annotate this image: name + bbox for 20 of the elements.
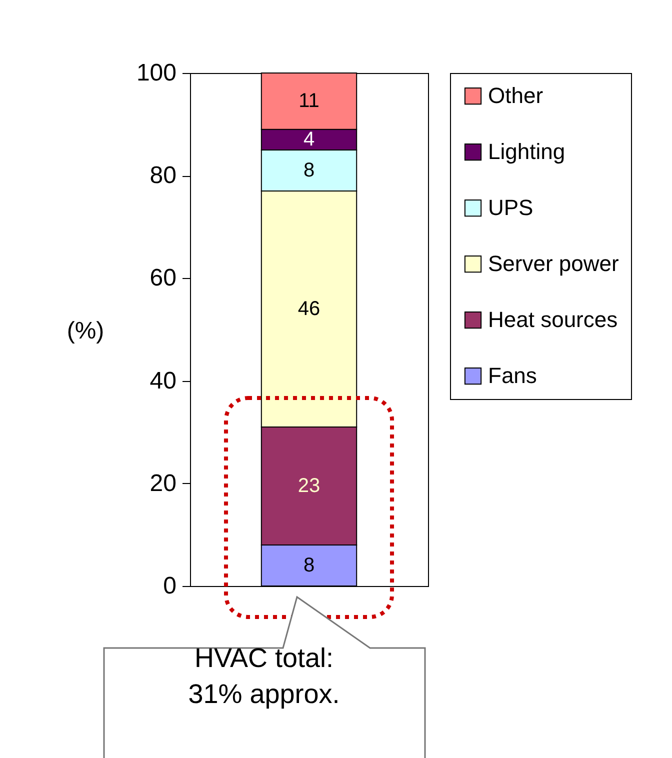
data-label: 8 <box>303 159 315 182</box>
legend-label: Lighting <box>488 139 566 164</box>
data-label: 23 <box>298 474 320 497</box>
data-label: 46 <box>298 298 320 320</box>
legend-label: UPS <box>488 195 534 220</box>
y-axis-title: (%) <box>66 318 104 344</box>
legend-label: Server power <box>488 251 619 276</box>
y-tick-label: 0 <box>163 572 176 600</box>
text: HVAC total: 31% approx. <box>187 642 341 711</box>
y-tick-label: 60 <box>150 264 176 292</box>
legend-label: Fans <box>488 363 537 388</box>
y-tick-label: 20 <box>150 470 176 497</box>
y-tick-label: 100 <box>136 60 176 86</box>
y-tick-label: 40 <box>150 367 176 394</box>
data-label: 8 <box>303 554 315 576</box>
legend-label: Other <box>488 83 544 108</box>
data-label: 4 <box>303 128 315 151</box>
y-tick-label: 80 <box>150 162 176 190</box>
data-label: 11 <box>298 90 320 112</box>
legend-label: Heat sources <box>488 307 618 332</box>
